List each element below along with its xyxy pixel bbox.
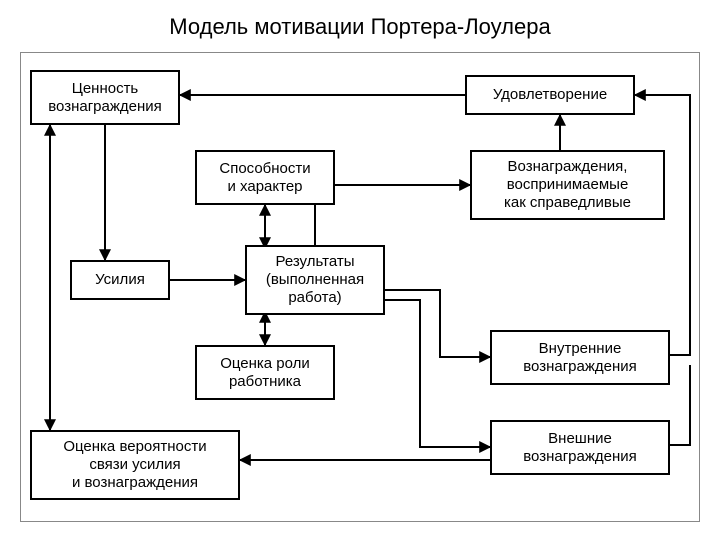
node-effort: Усилия <box>70 260 170 300</box>
node-prob: Оценка вероятностисвязи усилияи вознагра… <box>30 430 240 500</box>
node-intrin: Внутренниевознаграждения <box>490 330 670 385</box>
node-satisf: Удовлетворение <box>465 75 635 115</box>
node-role: Оценка ролиработника <box>195 345 335 400</box>
node-extrin: Внешниевознаграждения <box>490 420 670 475</box>
node-ability: Способностии характер <box>195 150 335 205</box>
node-fair: Вознаграждения,воспринимаемыекак справед… <box>470 150 665 220</box>
page-title: Модель мотивации Портера-Лоулера <box>0 14 720 40</box>
node-results: Результаты(выполненнаяработа) <box>245 245 385 315</box>
node-value: Ценностьвознаграждения <box>30 70 180 125</box>
